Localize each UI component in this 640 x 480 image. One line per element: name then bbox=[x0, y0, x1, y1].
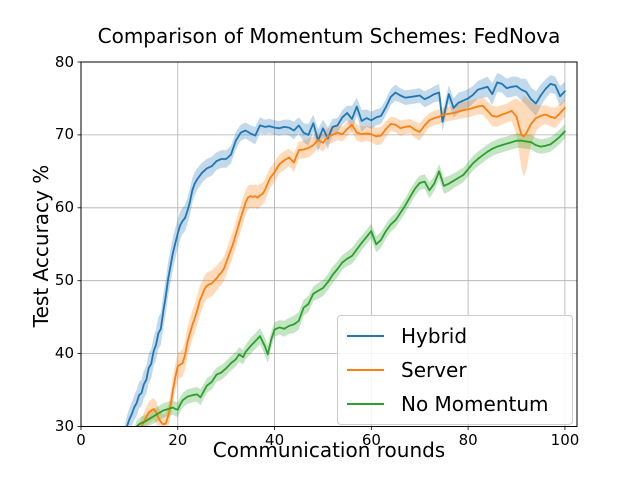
no-momentum-line-swatch bbox=[347, 403, 384, 405]
y-tick-label-80: 80 bbox=[54, 52, 74, 71]
x-tick-label-60: 60 bbox=[361, 431, 381, 449]
legend-label-no-momentum: No Momentum bbox=[401, 392, 549, 416]
legend: Hybrid Server No Momentum bbox=[337, 315, 573, 425]
x-axis-label: Communication rounds bbox=[212, 438, 446, 462]
y-tick-label-60: 60 bbox=[54, 198, 74, 217]
x-tick-label-100: 100 bbox=[550, 431, 580, 449]
server-line-swatch bbox=[347, 369, 384, 371]
hybrid-line-swatch bbox=[347, 335, 384, 337]
chart-title: Comparison of Momentum Schemes: FedNova bbox=[97, 24, 561, 48]
x-tick-label-80: 80 bbox=[458, 431, 478, 449]
legend-label-hybrid: Hybrid bbox=[401, 324, 468, 348]
x-tick-label-20: 20 bbox=[168, 431, 188, 449]
legend-label-server: Server bbox=[401, 358, 467, 382]
y-axis-label: Test Accuracy % bbox=[29, 164, 53, 328]
x-tick-label-0: 0 bbox=[76, 431, 86, 449]
legend-item-server: Server bbox=[338, 353, 572, 387]
y-tick-label-50: 50 bbox=[54, 271, 74, 290]
y-tick-label-70: 70 bbox=[54, 125, 74, 144]
y-tick-label-40: 40 bbox=[54, 344, 74, 363]
legend-item-hybrid: Hybrid bbox=[338, 319, 572, 353]
legend-item-no-momentum: No Momentum bbox=[338, 387, 572, 421]
x-tick-label-40: 40 bbox=[265, 431, 285, 449]
y-tick-label-30: 30 bbox=[54, 417, 74, 435]
